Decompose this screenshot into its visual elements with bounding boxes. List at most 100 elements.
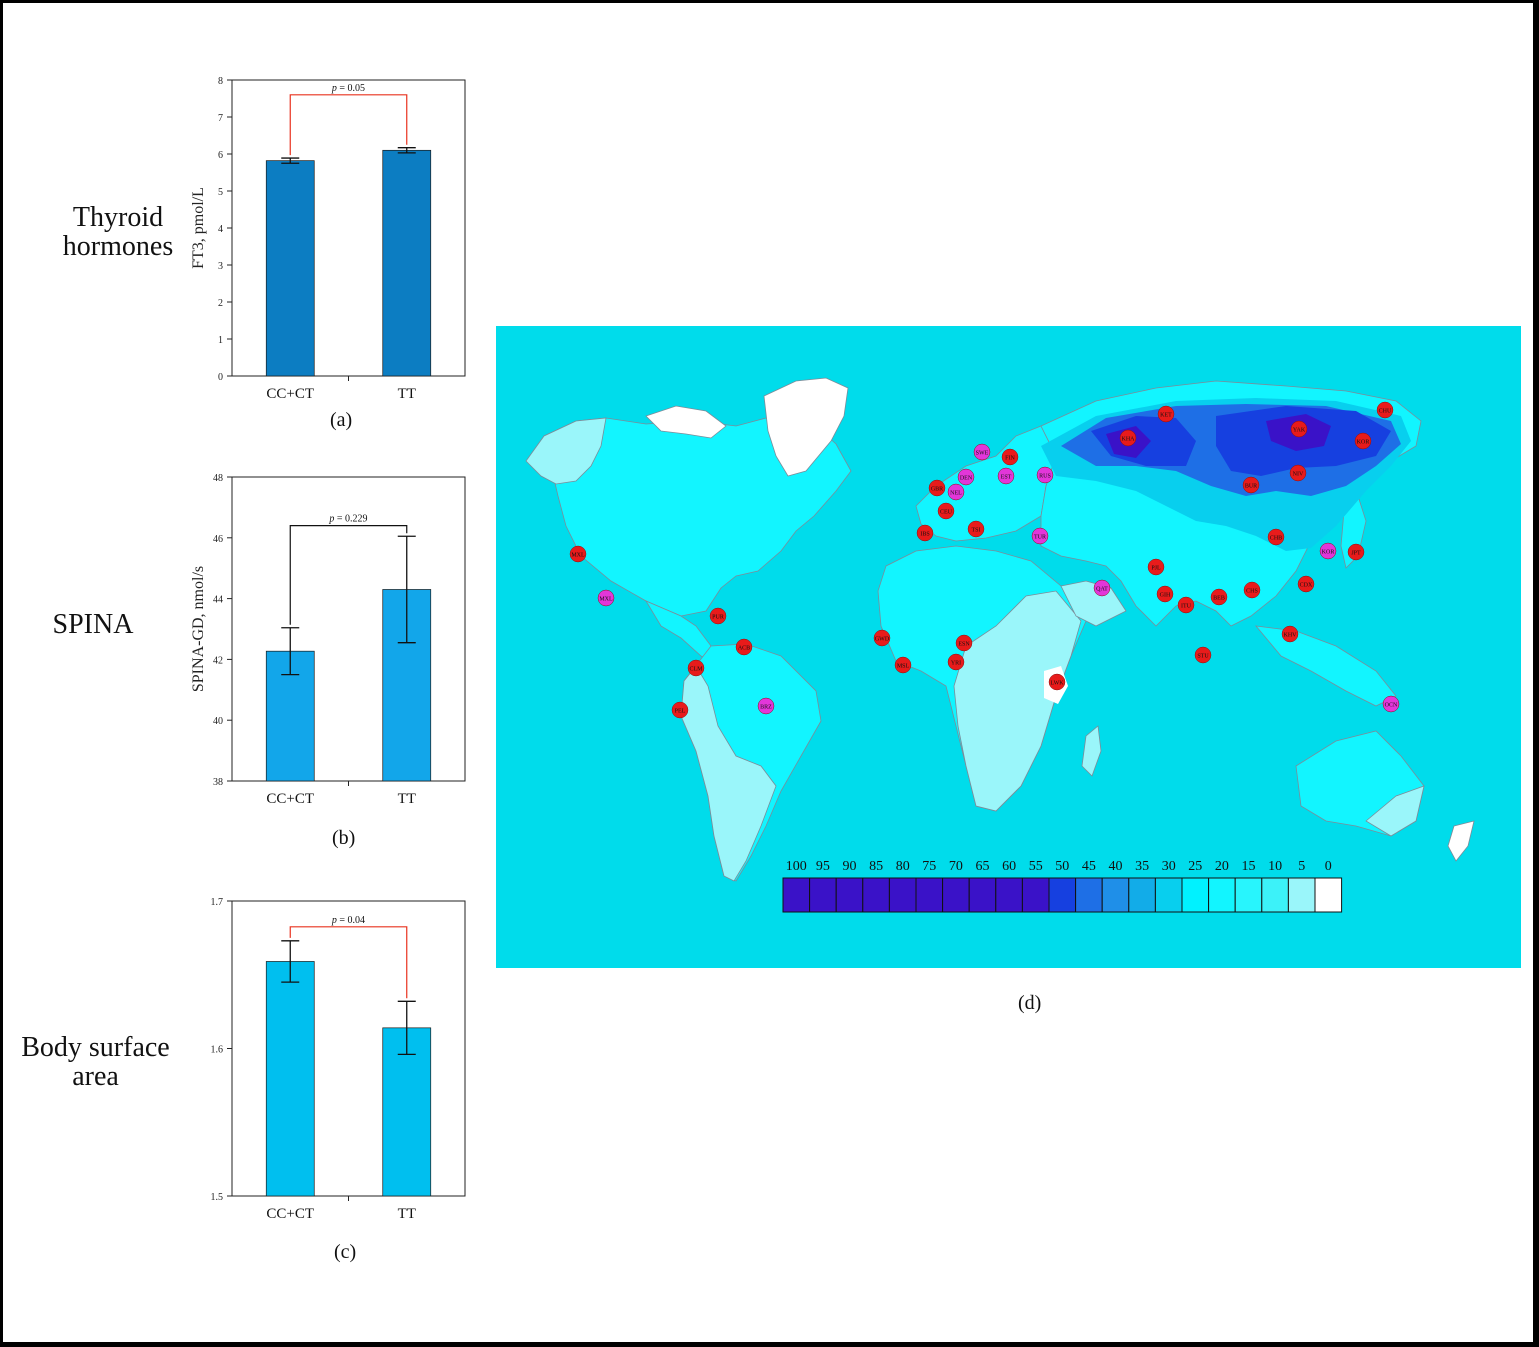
marker-dot [1001, 448, 1019, 466]
marker-dot [1242, 476, 1260, 494]
marker-dot [1031, 527, 1049, 545]
panel-label-c: (c) [334, 1241, 357, 1263]
marker-label: PUR [712, 615, 724, 621]
legend-label: 30 [1162, 859, 1176, 874]
row-label-thyroid: Thyroid hormones [23, 203, 213, 261]
marker-stu: STU [1194, 646, 1212, 664]
marker-dot [569, 545, 587, 563]
marker-label: YRI [951, 661, 961, 667]
marker-label: KHV [1284, 633, 1298, 639]
marker-dot [873, 629, 891, 647]
marker-clm: CLM [687, 659, 705, 677]
marker-est: EST [997, 467, 1015, 485]
marker-esn: ESN [955, 634, 973, 652]
marker-label: JPT [1351, 551, 1361, 557]
marker-swe: SWE [973, 443, 991, 461]
marker-dot [1281, 625, 1299, 643]
legend-label: 100 [786, 859, 807, 874]
marker-label: STU [1197, 654, 1209, 660]
marker-dot [1243, 581, 1261, 599]
legend-swatch [1181, 877, 1210, 913]
row-label-line: SPINA [52, 609, 134, 640]
marker-label: KOR [1322, 550, 1335, 556]
bar [265, 961, 315, 1197]
marker-dot [735, 638, 753, 656]
marker-tsi: TSI [967, 520, 985, 538]
y-tick-label: 42 [213, 655, 223, 666]
marker-dot [1290, 420, 1308, 438]
marker-mxl: MXL [569, 545, 587, 563]
marker-dot [955, 634, 973, 652]
marker-kor: KOR [1319, 542, 1337, 560]
marker-label: GBR [931, 487, 943, 493]
marker-label: GIH [1160, 593, 1171, 599]
marker-dot [973, 443, 991, 461]
legend-label: 50 [1055, 859, 1069, 874]
marker-dot [1354, 432, 1372, 450]
marker-dot [1210, 588, 1228, 606]
marker-niv: NIV [1289, 464, 1307, 482]
bar [265, 160, 315, 377]
marker-label: PJL [1151, 566, 1161, 572]
p-symbol: p [331, 83, 337, 94]
marker-dot [709, 607, 727, 625]
legend-swatch [968, 877, 997, 913]
x-tick-label: CC+CT [266, 386, 314, 402]
significance-bracket [289, 94, 408, 156]
marker-label: RUS [1039, 474, 1051, 480]
legend-label: 40 [1109, 859, 1123, 874]
marker-label: IBS [920, 532, 929, 538]
y-tick-label: 44 [213, 595, 223, 606]
legend-label: 70 [949, 859, 963, 874]
marker-chu: CHU [1376, 401, 1394, 419]
marker-dot [597, 589, 615, 607]
significance-bracket [289, 926, 408, 999]
row-label-body-surface: Body surface area [3, 1033, 188, 1091]
legend-label: 20 [1215, 859, 1229, 874]
marker-dot [1119, 429, 1137, 447]
legend-label: 65 [976, 859, 990, 874]
legend-label: 80 [896, 859, 910, 874]
land-new-zealand [1447, 820, 1475, 862]
land-greenland [763, 377, 849, 477]
marker-label: TSI [972, 528, 981, 534]
marker-tur: TUR [1031, 527, 1049, 545]
land-canada-islands [645, 405, 727, 439]
legend-label: 15 [1242, 859, 1256, 874]
significance-label: p = 0.229 [328, 514, 367, 525]
legend-swatch [888, 877, 917, 913]
x-tick-label: TT [398, 1206, 416, 1222]
marker-dot [1382, 695, 1400, 713]
marker-label: YAK [1293, 428, 1306, 434]
marker-dot [1289, 464, 1307, 482]
marker-dot [1319, 542, 1337, 560]
y-tick-label: 1.5 [211, 1192, 224, 1203]
bar-chart-b: 38 40 42 44 46 48 CC+CT TT p = 0.229 SPINA-GD, nm… [190, 473, 466, 807]
legend-swatch [1234, 877, 1263, 913]
y-tick-label: 1 [218, 335, 223, 346]
row-label-line: hormones [62, 231, 174, 262]
marker-dot [1093, 579, 1111, 597]
significance-label: p = 0.05 [331, 83, 365, 94]
marker-dot [947, 653, 965, 671]
bar-chart-a: 0 1 2 3 4 5 6 7 8 CC+CT TT p = 0.05 FT3, pmol/L [190, 76, 466, 402]
legend-label: 0 [1325, 859, 1332, 874]
world-map: MXL MXL PUR ACB CLM PEL BRZ GWD MSL ESN YRI LWK GBR C… [496, 326, 1521, 968]
significance-bracket [289, 525, 408, 625]
marker-den: DEN [957, 468, 975, 486]
land-south-america-west [680, 665, 777, 882]
legend-swatch [862, 877, 890, 913]
marker-label: DEN [960, 476, 973, 482]
legend-label: 55 [1029, 859, 1043, 874]
x-tick-label: TT [398, 791, 416, 807]
marker-dot [957, 468, 975, 486]
p-value: = 0.05 [337, 83, 365, 94]
marker-label: EST [1001, 475, 1012, 481]
land-australia-east [1365, 785, 1425, 837]
marker-yri: YRI [947, 653, 965, 671]
marker-dot [947, 483, 965, 501]
y-tick-label: 5 [218, 187, 223, 198]
legend-swatch [1021, 877, 1050, 913]
legend-swatch [782, 877, 811, 913]
marker-ceu: CEU [937, 502, 955, 520]
